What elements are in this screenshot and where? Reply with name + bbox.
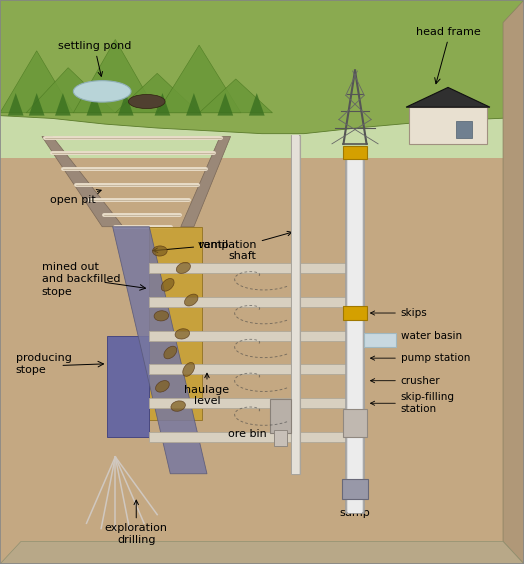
Ellipse shape bbox=[165, 346, 176, 359]
Text: skip-filling
station: skip-filling station bbox=[370, 393, 455, 414]
Text: open pit: open pit bbox=[50, 190, 101, 205]
Polygon shape bbox=[199, 79, 272, 113]
Polygon shape bbox=[157, 45, 241, 113]
Bar bbox=[149, 398, 364, 408]
Ellipse shape bbox=[152, 246, 167, 256]
Text: ventilation
shaft: ventilation shaft bbox=[197, 231, 292, 261]
Polygon shape bbox=[149, 227, 202, 420]
Polygon shape bbox=[186, 93, 202, 116]
Text: exploration
drilling: exploration drilling bbox=[105, 500, 168, 545]
Ellipse shape bbox=[73, 81, 131, 102]
Polygon shape bbox=[8, 93, 24, 116]
Bar bbox=[149, 331, 364, 341]
Bar bbox=[291, 135, 300, 474]
Text: water basin: water basin bbox=[370, 331, 462, 341]
Bar bbox=[456, 121, 472, 138]
Polygon shape bbox=[86, 93, 102, 116]
Bar bbox=[346, 147, 364, 513]
Polygon shape bbox=[73, 39, 157, 113]
Polygon shape bbox=[107, 336, 149, 437]
Ellipse shape bbox=[161, 278, 174, 292]
Bar bbox=[343, 146, 367, 159]
Text: sump: sump bbox=[340, 508, 370, 518]
Polygon shape bbox=[26, 68, 115, 113]
Polygon shape bbox=[503, 0, 524, 564]
Polygon shape bbox=[118, 93, 134, 116]
Polygon shape bbox=[249, 93, 265, 116]
Polygon shape bbox=[0, 541, 524, 564]
Polygon shape bbox=[181, 136, 231, 227]
Bar bbox=[348, 147, 362, 513]
Text: ramp: ramp bbox=[153, 240, 228, 253]
Bar bbox=[343, 306, 367, 320]
Text: mined out
and backfilled
stope: mined out and backfilled stope bbox=[42, 262, 121, 297]
Bar bbox=[149, 432, 364, 442]
Ellipse shape bbox=[156, 309, 167, 323]
Polygon shape bbox=[155, 93, 170, 116]
Text: haulage
level: haulage level bbox=[184, 373, 230, 406]
Polygon shape bbox=[42, 136, 123, 227]
Bar bbox=[292, 135, 299, 474]
Bar bbox=[149, 263, 364, 273]
Ellipse shape bbox=[155, 381, 170, 391]
Polygon shape bbox=[217, 93, 233, 116]
Polygon shape bbox=[406, 87, 490, 107]
Ellipse shape bbox=[178, 261, 189, 275]
Text: producing
stope: producing stope bbox=[16, 352, 72, 375]
FancyBboxPatch shape bbox=[270, 399, 291, 433]
Polygon shape bbox=[0, 0, 524, 134]
Polygon shape bbox=[115, 73, 199, 113]
Text: pump station: pump station bbox=[370, 353, 470, 363]
Ellipse shape bbox=[185, 293, 198, 307]
Bar bbox=[0, 0, 524, 158]
Ellipse shape bbox=[128, 95, 165, 109]
Text: settling pond: settling pond bbox=[58, 41, 131, 76]
Polygon shape bbox=[0, 51, 73, 113]
Text: head frame: head frame bbox=[416, 27, 481, 37]
Text: skips: skips bbox=[370, 308, 428, 318]
Bar bbox=[149, 297, 364, 307]
Bar bbox=[149, 364, 364, 374]
Ellipse shape bbox=[176, 328, 189, 340]
Ellipse shape bbox=[181, 364, 196, 375]
Text: ore bin: ore bin bbox=[228, 429, 267, 439]
Polygon shape bbox=[29, 93, 45, 116]
Text: crusher: crusher bbox=[370, 376, 441, 386]
Bar bbox=[274, 430, 287, 446]
Bar bbox=[409, 107, 487, 144]
Ellipse shape bbox=[171, 400, 185, 412]
Bar bbox=[0, 158, 524, 564]
Bar bbox=[343, 409, 367, 437]
Bar bbox=[364, 333, 396, 347]
Polygon shape bbox=[113, 227, 207, 474]
Bar bbox=[342, 479, 368, 499]
Polygon shape bbox=[55, 93, 71, 116]
